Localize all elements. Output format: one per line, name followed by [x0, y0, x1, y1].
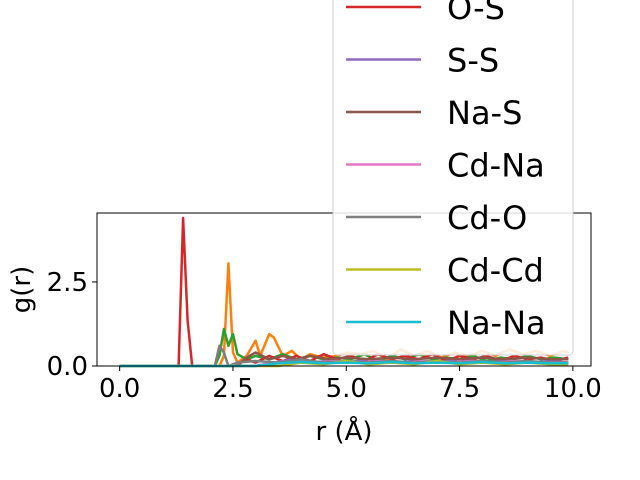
legend-box [332, 0, 574, 356]
legend-label: Cd-O [447, 199, 527, 237]
legend-label: Na-S [447, 94, 522, 132]
x-tick-label: 2.5 [212, 374, 253, 404]
series-line-na-s [119, 351, 569, 368]
legend-label: Cd-Na [447, 147, 545, 185]
x-tick-label: 5.0 [326, 374, 367, 404]
y-tick-label: 2.5 [47, 268, 88, 298]
series-line-na-na [119, 360, 569, 368]
legend-label: Na-Na [447, 304, 546, 342]
x-axis-label: r (Å) [315, 415, 372, 447]
y-axis-label: g(r) [7, 266, 37, 313]
legend-label: S-S [447, 42, 499, 80]
x-tick-label: 7.5 [439, 374, 480, 404]
legend: O-S S-S Na-S Cd-Na Cd-O Cd-Cd Na-Na [332, 0, 574, 356]
axis-ticks: 0.0 2.5 5.0 7.5 10.0 0.0 2.5 [47, 268, 602, 404]
x-tick-label: 0.0 [99, 374, 140, 404]
x-tick-label: 10.0 [544, 374, 602, 404]
legend-label: O-S [447, 0, 505, 27]
y-tick-label: 0.0 [47, 352, 88, 382]
legend-label: Cd-Cd [447, 252, 544, 290]
